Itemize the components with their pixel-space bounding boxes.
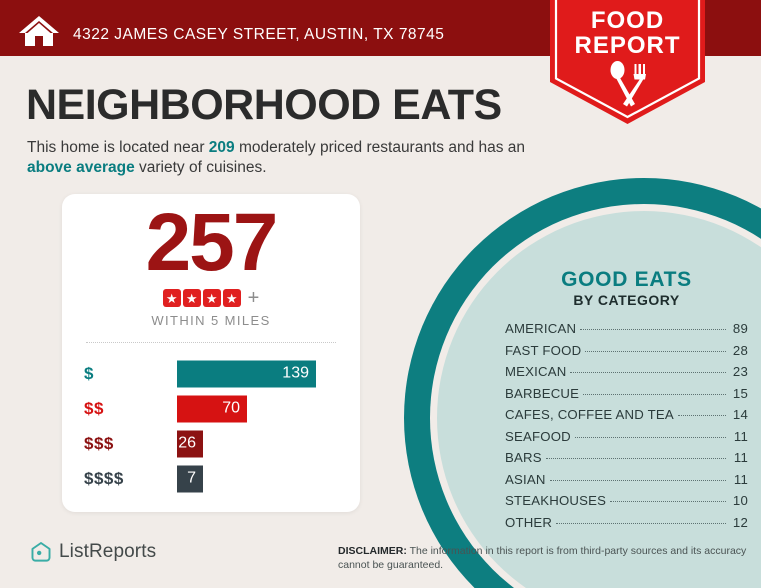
good-eats-dot-leader	[574, 436, 726, 438]
star-glyph: ★	[185, 290, 198, 306]
good-eats-row: BARBECUE 15	[505, 386, 748, 408]
good-eats-value: 28	[732, 342, 748, 358]
star-icon: ★	[162, 289, 181, 307]
star-glyph: ★	[205, 290, 218, 306]
price-bar-label: $$$	[84, 433, 114, 453]
good-eats-category: FAST FOOD	[505, 342, 582, 358]
good-eats-value: 11	[733, 450, 748, 466]
disclaimer-label: DISCLAIMER:	[338, 545, 407, 557]
good-eats-dot-leader	[585, 350, 726, 352]
spoon-fork-icon	[610, 61, 646, 107]
good-eats-value: 23	[732, 364, 748, 380]
page-subtitle: This home is located near 209 moderately…	[27, 138, 547, 179]
good-eats-category: MEXICAN	[505, 364, 567, 380]
price-bar-fill: 139	[177, 360, 316, 387]
good-eats-category: ASIAN	[505, 471, 546, 487]
good-eats-value: 12	[732, 514, 748, 530]
subtitle-part-3: variety of cuisines.	[134, 159, 267, 177]
price-bar-row: $$$$ 7	[62, 461, 360, 496]
price-bar-chart: $139 $$ 70 $$$ 26 $$$$ 7	[62, 356, 360, 496]
good-eats-category: AMERICAN	[505, 321, 577, 337]
good-eats-dot-leader	[677, 414, 726, 417]
price-bar-fill: 7	[177, 465, 203, 492]
good-eats-title: GOOD EATS	[561, 268, 692, 291]
good-eats-row: OTHER 12	[505, 515, 748, 537]
price-bar-fill: 70	[177, 395, 247, 422]
good-eats-dot-leader	[610, 500, 726, 503]
radius-label: WITHIN 5 MILES	[151, 313, 271, 328]
price-bar-fill: 26	[177, 430, 203, 457]
star-rating: ★ ★ ★ ★ +	[62, 288, 360, 308]
good-eats-row: MEXICAN 23	[505, 364, 748, 386]
good-eats-list: AMERICAN 89 FAST FOOD 28 MEXICAN 23 BARBECUE 15…	[505, 321, 748, 536]
star-icon: ★	[222, 289, 241, 307]
badge-shield-icon	[550, 0, 705, 124]
good-eats-row: ASIAN 11	[505, 472, 748, 494]
card-divider	[86, 342, 336, 343]
restaurant-count: 257	[145, 197, 279, 288]
good-eats-dot-leader	[580, 328, 726, 331]
price-bar-label: $$$$	[84, 468, 124, 488]
star-icon: ★	[182, 289, 201, 307]
page-title: NEIGHBORHOOD EATS	[26, 81, 502, 129]
price-bar-label: $	[84, 363, 94, 383]
good-eats-dot-leader	[583, 393, 726, 395]
subtitle-highlight-variety: above average	[27, 159, 135, 177]
good-eats-category: BARS	[505, 450, 542, 466]
price-bar-track: 26	[177, 430, 347, 457]
price-bar-track: 7	[177, 465, 347, 492]
listreports-house-icon	[31, 542, 51, 562]
price-bar-track: 139	[177, 360, 347, 387]
good-eats-row: SEAFOOD 11	[505, 429, 748, 451]
star-plus: +	[247, 287, 260, 309]
good-eats-row: FAST FOOD 28	[505, 343, 748, 365]
good-eats-value: 11	[733, 428, 748, 444]
good-eats-dot-leader	[556, 522, 726, 524]
subtitle-highlight-count: 209	[208, 139, 235, 156]
subtitle-part-2: moderately priced restaurants and has an	[234, 139, 526, 156]
good-eats-row: AMERICAN 89	[505, 321, 748, 343]
price-bar-track: 70	[177, 395, 347, 422]
good-eats-row: STEAKHOUSES 10	[505, 493, 748, 515]
good-eats-category: SEAFOOD	[505, 428, 571, 444]
property-address: 4322 JAMES CASEY STREET, AUSTIN, TX 7874…	[73, 26, 445, 43]
good-eats-value: 89	[732, 321, 748, 337]
disclaimer: DISCLAIMER: The information in this repo…	[338, 544, 753, 572]
summary-card: 257 ★ ★ ★ ★ + WITHIN 5 MILES $139 $$ 70 $$$ 26 $$…	[62, 194, 360, 512]
good-eats-category: STEAKHOUSES	[505, 493, 607, 509]
good-eats-row: CAFES, COFFEE AND TEA 14	[505, 407, 748, 429]
good-eats-value: 11	[733, 471, 748, 487]
home-icon	[19, 16, 59, 46]
subtitle-part-1: This home is located near	[27, 139, 209, 156]
price-bar-row: $$ 70	[62, 391, 360, 426]
star-glyph: ★	[225, 290, 238, 306]
good-eats-value: 10	[732, 493, 748, 509]
good-eats-value: 14	[732, 407, 748, 423]
food-report-badge: FOOD REPORT	[542, 0, 713, 127]
good-eats-value: 15	[732, 385, 748, 401]
good-eats-subtitle: BY CATEGORY	[573, 292, 680, 309]
listreports-brand: ListReports	[59, 541, 157, 562]
good-eats-category: OTHER	[505, 514, 553, 530]
good-eats-panel: GOOD EATS BY CATEGORY AMERICAN 89 FAST FOO…	[505, 268, 748, 536]
good-eats-category: BARBECUE	[505, 385, 580, 401]
price-bar-row: $139	[62, 356, 360, 391]
good-eats-category: CAFES, COFFEE AND TEA	[505, 407, 674, 423]
star-glyph: ★	[165, 290, 178, 306]
price-bar-label: $$	[84, 398, 104, 418]
price-bar-row: $$$ 26	[62, 426, 360, 461]
listreports-logo[interactable]: ListReports	[30, 541, 156, 563]
good-eats-dot-leader	[570, 371, 726, 374]
good-eats-dot-leader	[549, 479, 726, 481]
star-icon: ★	[202, 289, 221, 307]
good-eats-dot-leader	[545, 457, 726, 460]
good-eats-row: BARS 11	[505, 450, 748, 472]
